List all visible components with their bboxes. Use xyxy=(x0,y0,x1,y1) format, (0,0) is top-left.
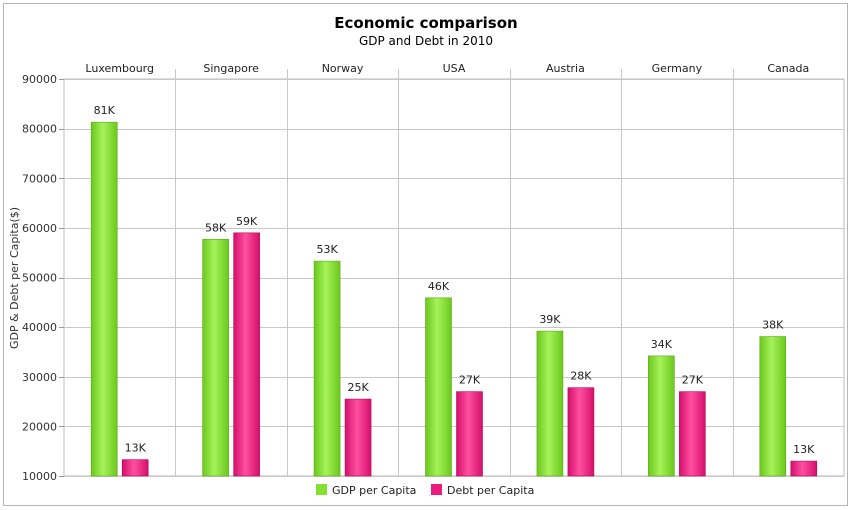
category-label-luxembourg: Luxembourg xyxy=(85,62,154,75)
category-label-singapore: Singapore xyxy=(203,62,259,75)
legend: GDP per Capita Debt per Capita xyxy=(316,484,534,497)
legend-label-gdp: GDP per Capita xyxy=(332,484,416,497)
bar-singapore-gdp xyxy=(202,238,229,477)
category-label-usa: USA xyxy=(443,62,466,75)
data-labels: 81K 58K 53K 46K 39K 34K 38K 13K 59K 25K 27K 28K 27K 1… xyxy=(94,104,816,456)
bar-luxembourg-gdp xyxy=(90,121,118,477)
bar-usa-gdp xyxy=(425,297,452,477)
grid-lines xyxy=(63,69,845,477)
y-tick-label-50000: 50000 xyxy=(22,272,57,285)
y-tick-label-90000: 90000 xyxy=(22,73,57,86)
data-label-norway-gdp: 53K xyxy=(316,243,338,256)
legend-swatch-gdp xyxy=(316,484,327,495)
data-label-usa-gdp: 46K xyxy=(428,280,450,293)
data-label-luxembourg-debt: 13K xyxy=(125,442,147,455)
y-tick-label-70000: 70000 xyxy=(22,172,57,185)
bar-luxembourg-debt xyxy=(121,459,149,477)
bar-canada-debt xyxy=(790,460,818,477)
legend-swatch-debt xyxy=(431,484,442,495)
data-label-germany-debt: 27K xyxy=(682,374,704,387)
plot-border xyxy=(63,78,845,477)
data-label-singapore-debt: 59K xyxy=(236,215,258,228)
bar-canada-gdp xyxy=(759,336,787,477)
data-label-canada-debt: 13K xyxy=(793,443,815,456)
data-label-germany-gdp: 34K xyxy=(651,338,673,351)
bar-usa-debt xyxy=(456,391,483,477)
bar-norway-debt xyxy=(344,398,372,477)
y-tick-label-10000: 10000 xyxy=(22,470,57,483)
data-label-austria-gdp: 39K xyxy=(539,313,561,326)
bar-austria-gdp xyxy=(536,330,564,477)
y-tick-label-80000: 80000 xyxy=(22,123,57,136)
bar-singapore-debt xyxy=(233,232,260,477)
y-tick-label-40000: 40000 xyxy=(22,321,57,334)
bar-germany-gdp xyxy=(648,355,675,477)
chart-subtitle: GDP and Debt in 2010 xyxy=(359,34,493,48)
chart-title: Economic comparison xyxy=(334,14,517,32)
category-label-canada: Canada xyxy=(767,62,809,75)
data-label-norway-debt: 25K xyxy=(347,381,369,394)
data-label-usa-debt: 27K xyxy=(459,374,481,387)
y-axis-ticks: 10000 20000 30000 40000 50000 60000 70000 80000… xyxy=(22,73,64,483)
y-tick-label-60000: 60000 xyxy=(22,222,57,235)
data-label-canada-gdp: 38K xyxy=(762,319,784,332)
y-tick-label-30000: 30000 xyxy=(22,371,57,384)
data-label-luxembourg-gdp: 81K xyxy=(94,104,116,117)
data-label-singapore-gdp: 58K xyxy=(205,221,227,234)
y-tick-label-20000: 20000 xyxy=(22,420,57,433)
bar-norway-gdp xyxy=(313,260,341,477)
category-label-austria: Austria xyxy=(546,62,585,75)
bar-austria-debt xyxy=(567,387,595,477)
data-label-austria-debt: 28K xyxy=(570,370,592,383)
category-labels: Luxembourg Singapore Norway USA Austria Germa… xyxy=(85,62,809,75)
legend-label-debt: Debt per Capita xyxy=(447,484,534,497)
bars xyxy=(90,121,818,477)
bar-germany-debt xyxy=(679,391,706,477)
category-label-norway: Norway xyxy=(322,62,364,75)
category-label-germany: Germany xyxy=(652,62,703,75)
y-axis-label: GDP & Debt per Capita($) xyxy=(8,207,21,349)
